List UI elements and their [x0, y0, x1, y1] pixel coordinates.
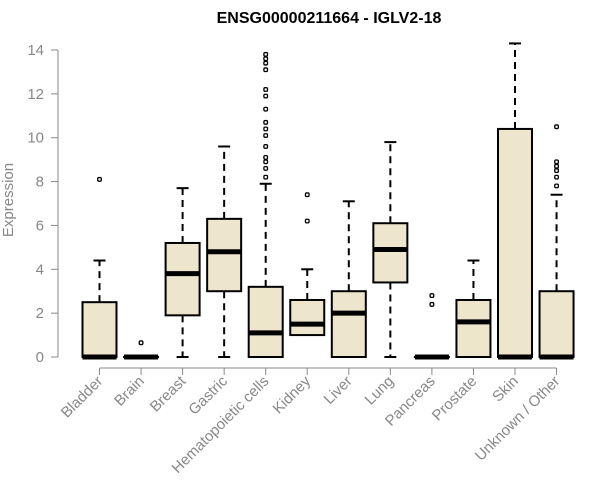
- outlier-point: [554, 159, 559, 165]
- box: [330, 290, 367, 359]
- box: [81, 301, 118, 358]
- y-tick-label: 2: [36, 305, 44, 322]
- box-group: [497, 42, 533, 360]
- outlier-point: [138, 340, 144, 346]
- x-tick-label: Lung: [362, 373, 398, 409]
- x-tick-label: Bladder: [58, 373, 107, 422]
- outlier-point: [554, 174, 559, 180]
- y-tick-label: 6: [36, 217, 44, 234]
- outlier-point: [263, 60, 269, 66]
- box: [247, 285, 284, 359]
- box-group: [81, 176, 118, 360]
- box-group: [247, 51, 284, 359]
- y-axis-label: Expression: [0, 163, 17, 237]
- box-group: [455, 259, 492, 359]
- outlier-point: [554, 168, 559, 174]
- outlier-point: [263, 106, 269, 112]
- box-group: [538, 124, 575, 360]
- outlier-point: [304, 218, 310, 224]
- boxes: [81, 42, 575, 360]
- y-tick-label: 14: [27, 42, 44, 59]
- outlier-point: [263, 93, 269, 99]
- outlier-point: [263, 126, 269, 132]
- outlier-point: [263, 159, 269, 165]
- box-group: [206, 145, 243, 358]
- box-group: [330, 200, 367, 359]
- outlier-point: [554, 163, 559, 169]
- outlier-point: [263, 87, 269, 92]
- y-tick-label: 0: [36, 349, 44, 366]
- outlier-point: [554, 183, 559, 189]
- outlier-point: [263, 51, 269, 57]
- outlier-point: [554, 124, 559, 130]
- outlier-point: [263, 165, 269, 171]
- box-group: [164, 187, 201, 358]
- outlier-point: [263, 144, 269, 149]
- x-tick-label: Breast: [147, 372, 190, 415]
- outlier-point: [263, 154, 269, 160]
- outlier-point: [304, 192, 310, 198]
- box: [455, 298, 492, 359]
- y-axis: 0 2 4 6 8 10 12 14: [27, 42, 59, 366]
- x-tick-label: Liver: [321, 373, 356, 408]
- outlier-point: [429, 301, 435, 307]
- y-tick-label: 8: [36, 174, 44, 191]
- outlier-point: [429, 293, 435, 299]
- x-tick-label: Skin: [489, 373, 522, 406]
- chart-title: ENSG00000211664 - IGLV2-18: [217, 10, 442, 27]
- y-tick-label: 4: [36, 261, 44, 278]
- box: [164, 241, 201, 317]
- y-tick-label: 12: [27, 86, 44, 103]
- box: [538, 290, 575, 359]
- x-tick-label: Prostate: [429, 373, 481, 425]
- box: [289, 298, 326, 337]
- box: [497, 127, 533, 358]
- box: [206, 217, 243, 293]
- outlier-point: [263, 174, 269, 180]
- box-group: [123, 340, 160, 360]
- x-tick-label: Brain: [111, 373, 148, 410]
- y-tick-label: 10: [27, 130, 44, 147]
- box-group: [372, 141, 409, 358]
- outlier-point: [263, 56, 269, 62]
- outlier-point: [97, 176, 102, 182]
- outlier-point: [263, 133, 269, 138]
- box-group: [289, 192, 326, 337]
- outlier-point: [263, 67, 269, 73]
- outlier-point: [263, 119, 269, 125]
- box-group: [413, 293, 450, 360]
- box: [372, 222, 409, 284]
- x-tick-label: Kidney: [270, 372, 315, 417]
